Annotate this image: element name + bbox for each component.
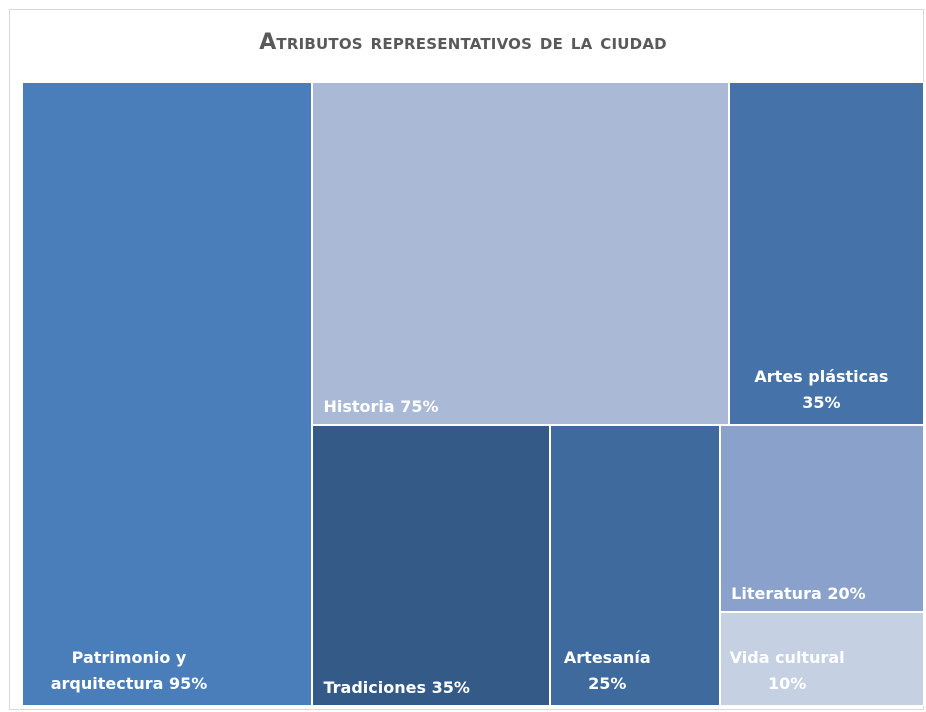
treemap: Patrimonio y arquitectura 95% Historia 75… [22,82,924,706]
treemap-cell: Vida cultural 10% [720,612,924,706]
value-label: 35% [431,677,470,697]
treemap-cell: Artes plásticas 35% [729,82,924,426]
value-label: 25% [588,673,627,693]
data-label: Historia 75% [323,394,438,420]
category-label: Tradiciones [323,677,426,697]
category-label: Historia [323,397,395,417]
data-label: Patrimonio y arquitectura 95% [29,645,229,697]
category-label: Artesanía [563,647,651,667]
data-label: Tradiciones 35% [323,675,469,701]
value-label: 10% [768,673,807,693]
data-label: Artes plásticas 35% [736,364,906,416]
value-label: 20% [827,584,866,604]
treemap-cell: Historia 75% [312,82,730,426]
treemap-cell: Tradiciones 35% [312,425,551,706]
category-label: Vida cultural [729,647,845,667]
chart-title: Atributos representativos de la ciudad [259,30,667,55]
data-label: Vida cultural 10% [727,645,847,697]
value-label: 75% [400,397,439,417]
value-label: 35% [802,393,841,413]
category-label: Literatura [731,584,822,604]
category-label: Patrimonio y arquitectura [50,648,187,693]
treemap-cell: Patrimonio y arquitectura 95% [22,82,313,706]
treemap-cell: Literatura 20% [720,425,924,613]
value-label: 95% [169,674,208,693]
data-label: Literatura 20% [731,581,865,607]
treemap-cell: Artesanía 25% [550,425,721,706]
data-label: Artesanía 25% [557,645,657,697]
category-label: Artes plásticas [754,367,889,387]
